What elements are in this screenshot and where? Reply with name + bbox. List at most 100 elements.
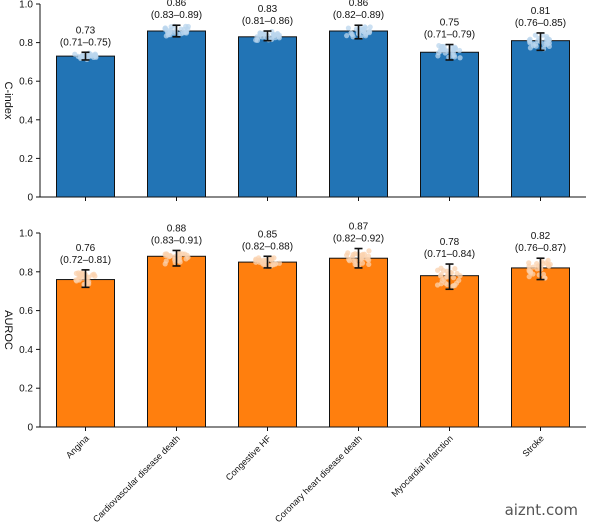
bootstrap-dot: [527, 268, 534, 274]
bootstrap-dot: [540, 271, 547, 277]
y-tick-label: 0.8: [19, 38, 33, 49]
x-tick-label: Stroke: [520, 433, 545, 458]
data-label-ci: (0.71–0.75): [60, 37, 111, 48]
data-label-value: 0.83: [258, 4, 278, 15]
bootstrap-dot: [348, 30, 354, 36]
bootstrap-dot: [270, 261, 276, 268]
bootstrap-dot: [253, 259, 259, 265]
data-label-value: 0.76: [76, 243, 96, 254]
y-tick-label: 0.4: [19, 115, 33, 126]
bootstrap-dot: [345, 25, 352, 31]
bootstrap-dot: [92, 273, 98, 279]
data-label-ci: (0.82–0.92): [333, 234, 384, 245]
bootstrap-dot: [254, 34, 260, 40]
data-label-value: 0.73: [76, 25, 96, 36]
bar-5: [420, 51, 479, 198]
bootstrap-dot: [255, 255, 262, 261]
bootstrap-dot: [276, 260, 283, 266]
bootstrap-dot: [541, 41, 547, 48]
y-tick-label: 0: [27, 193, 33, 204]
bootstrap-dot: [183, 29, 189, 35]
bootstrap-dot: [77, 273, 84, 279]
bootstrap-dot: [457, 55, 463, 61]
bar-2: [147, 255, 206, 428]
chart-panel-auroc: 0 0.2 0.4 0.6 0.8 1.0 AUROC 0.76(0.72–0.81) Angi…: [2, 222, 586, 524]
bar-3: [238, 36, 297, 198]
bootstrap-dot: [171, 30, 177, 36]
bootstrap-dot: [365, 29, 371, 35]
chart-panel-c-index: 0 0.2 0.4 0.6 0.8 1.0 C-index 0.73(0.71–0.75) 0.…: [2, 0, 586, 204]
data-label-ci: (0.83–0.91): [151, 235, 202, 246]
y-tick-label: 0.2: [19, 384, 33, 395]
data-label-value: 0.75: [440, 18, 460, 29]
bootstrap-dot: [271, 33, 277, 39]
bar-3: [238, 261, 297, 428]
data-label-value: 0.81: [531, 6, 551, 17]
y-tick-label: 0.2: [19, 154, 33, 165]
bootstrap-dot: [367, 24, 373, 30]
data-label-ci: (0.72–0.81): [60, 255, 111, 266]
bootstrap-dot: [545, 262, 552, 269]
bootstrap-dot: [360, 26, 366, 33]
x-tick-label: Cardiovascular disease death: [91, 433, 182, 524]
data-label-value: 0.85: [258, 229, 278, 240]
bar-4: [329, 30, 388, 198]
y-tick-label: 1.0: [19, 0, 33, 11]
bar-5: [420, 275, 479, 428]
bootstrap-dot: [366, 248, 372, 254]
bootstrap-dot: [93, 53, 99, 59]
x-tick-label: Coronary heart disease death: [273, 433, 364, 524]
y-axis-title: AUROC: [2, 310, 14, 350]
data-label-value: 0.86: [349, 0, 369, 9]
bootstrap-dot: [167, 253, 173, 259]
y-tick-label: 0.6: [19, 306, 33, 317]
x-tick-label: Congestive HF: [224, 433, 274, 483]
bootstrap-dot: [452, 44, 458, 50]
bootstrap-dot: [366, 261, 372, 267]
data-label-ci: (0.82–0.88): [242, 241, 293, 252]
bootstrap-dot: [526, 274, 532, 280]
bootstrap-dot: [269, 257, 275, 263]
bootstrap-dot: [442, 280, 448, 286]
bar-1: [56, 279, 115, 428]
bootstrap-dot: [162, 25, 168, 31]
bootstrap-dot: [452, 265, 458, 272]
data-label-value: 0.88: [167, 223, 187, 234]
bootstrap-dot: [276, 33, 282, 40]
data-label-ci: (0.76–0.87): [515, 243, 566, 254]
y-tick-label: 1.0: [19, 229, 33, 240]
data-label-value: 0.78: [440, 237, 460, 248]
bootstrap-dot: [257, 259, 263, 265]
y-tick-label: 0.4: [19, 345, 33, 356]
bootstrap-dot: [450, 275, 457, 281]
bootstrap-dot: [540, 261, 546, 267]
data-label-ci: (0.83–0.89): [151, 10, 202, 21]
bootstrap-dot: [434, 282, 441, 288]
bootstrap-dot: [441, 43, 447, 50]
bootstrap-dot: [437, 48, 444, 54]
bootstrap-dot: [534, 260, 540, 267]
bootstrap-dot: [434, 267, 441, 273]
bootstrap-dot: [526, 37, 532, 43]
bootstrap-dot: [444, 273, 450, 280]
bootstrap-dot: [362, 251, 368, 257]
data-label-ci: (0.71–0.84): [424, 249, 475, 260]
bootstrap-dot: [454, 270, 460, 277]
x-tick-label: Angina: [64, 433, 91, 460]
bootstrap-dot: [165, 29, 171, 36]
bootstrap-dot: [442, 50, 448, 56]
bootstrap-dot: [353, 258, 359, 264]
bootstrap-dot: [79, 54, 85, 60]
bar-1: [56, 55, 115, 198]
data-label-ci: (0.71–0.79): [424, 30, 475, 41]
watermark: aiznt.com: [505, 501, 578, 519]
y-tick-label: 0.8: [19, 267, 33, 278]
bootstrap-dot: [447, 269, 453, 276]
bootstrap-dot: [436, 43, 442, 49]
bootstrap-dot: [533, 41, 539, 47]
bootstrap-dot: [162, 261, 168, 267]
bootstrap-dot: [437, 273, 444, 279]
bootstrap-dot: [456, 47, 463, 54]
bootstrap-dot: [366, 257, 372, 263]
bootstrap-dot: [359, 256, 365, 262]
